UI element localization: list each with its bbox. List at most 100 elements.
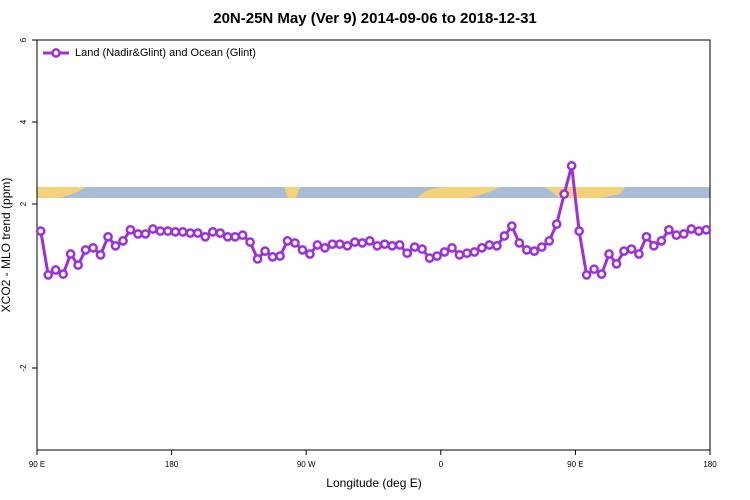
data-point xyxy=(163,226,173,236)
data-point xyxy=(619,246,629,256)
data-point xyxy=(275,251,285,261)
data-point xyxy=(148,224,158,234)
data-point xyxy=(200,231,211,242)
data-point xyxy=(589,264,599,275)
data-point xyxy=(177,227,188,237)
data-point xyxy=(566,161,577,171)
data-point xyxy=(686,224,697,234)
series-line xyxy=(39,165,707,278)
data-point xyxy=(678,229,689,239)
data-point xyxy=(267,252,278,262)
data-point xyxy=(447,243,457,253)
data-point xyxy=(634,249,644,259)
data-point xyxy=(357,238,368,248)
data-point xyxy=(492,240,502,251)
data-point xyxy=(349,237,360,247)
data-point xyxy=(664,224,674,235)
data-point xyxy=(35,226,46,236)
chart-title: 20N-25N May (Ver 9) 2014-09-06 to 2018-1… xyxy=(213,10,537,27)
data-point xyxy=(604,249,614,259)
data-point xyxy=(237,230,248,241)
data-point xyxy=(394,240,405,250)
data-point xyxy=(499,231,510,241)
data-point xyxy=(305,249,315,259)
data-point xyxy=(58,269,69,279)
map-strip xyxy=(37,187,710,198)
y-tick-label: 4 xyxy=(19,119,28,124)
data-point xyxy=(462,248,472,259)
data-point xyxy=(207,227,218,237)
data-point xyxy=(170,227,181,237)
data-point xyxy=(387,240,398,251)
data-point xyxy=(222,231,233,242)
data-point xyxy=(290,238,300,248)
data-point xyxy=(364,236,375,246)
data-point xyxy=(701,224,712,235)
data-point xyxy=(477,243,487,253)
data-point xyxy=(536,242,547,252)
data-point xyxy=(454,249,465,260)
data-point xyxy=(611,259,622,269)
data-point xyxy=(559,189,570,200)
x-tick-label: 0 xyxy=(439,460,444,469)
data-point xyxy=(88,243,98,253)
data-point xyxy=(574,226,584,236)
y-axis-label: XCO2 - MLO trend (ppm) xyxy=(0,178,13,313)
data-point xyxy=(342,240,353,251)
data-point xyxy=(432,251,442,261)
data-point xyxy=(118,236,128,246)
data-point xyxy=(521,245,532,255)
legend-marker xyxy=(51,48,61,58)
data-point xyxy=(155,226,166,236)
legend-label: Land (Nadir&Glint) and Ocean (Glint) xyxy=(75,47,256,59)
plot-frame xyxy=(36,39,711,451)
data-point xyxy=(514,238,525,248)
data-point xyxy=(192,228,203,238)
data-point xyxy=(424,253,435,263)
data-point xyxy=(335,239,345,250)
data-point xyxy=(327,239,338,250)
data-point xyxy=(43,270,54,280)
y-tick-label: -2 xyxy=(19,364,28,372)
data-point xyxy=(402,248,412,259)
data-point xyxy=(439,247,450,257)
data-point xyxy=(551,219,562,229)
data-point xyxy=(469,247,480,257)
data-point xyxy=(312,240,323,250)
x-axis-label: Longitude (deg E) xyxy=(326,476,421,490)
data-point xyxy=(65,249,76,259)
data-point xyxy=(417,244,427,254)
data-point xyxy=(671,230,682,241)
data-point xyxy=(506,221,517,231)
x-tick-label: 90 E xyxy=(29,460,45,469)
data-point xyxy=(649,240,659,251)
x-tick-label: 90 W xyxy=(297,460,316,469)
data-point xyxy=(372,240,383,251)
data-point xyxy=(596,269,607,279)
data-point xyxy=(80,245,91,255)
data-point xyxy=(626,244,637,254)
x-tick-label: 180 xyxy=(703,460,717,469)
data-point xyxy=(379,239,390,250)
data-point xyxy=(73,260,83,270)
data-point xyxy=(260,246,270,256)
data-point xyxy=(320,243,330,253)
data-point xyxy=(693,226,704,236)
x-tick-label: 180 xyxy=(165,460,179,469)
data-point xyxy=(125,224,136,235)
y-tick-label: 2 xyxy=(19,201,28,206)
data-point xyxy=(110,240,121,251)
data-point xyxy=(215,228,226,238)
data-point xyxy=(230,231,241,242)
data-point xyxy=(103,231,113,242)
data-point xyxy=(140,229,151,239)
x-tick-label: 90 E xyxy=(567,460,583,469)
data-point xyxy=(245,237,255,247)
data-point xyxy=(297,245,308,255)
data-point xyxy=(529,246,540,256)
data-point xyxy=(641,231,652,242)
data-point xyxy=(484,240,495,250)
data-point xyxy=(656,236,667,246)
y-tick-label: 6 xyxy=(19,37,28,42)
